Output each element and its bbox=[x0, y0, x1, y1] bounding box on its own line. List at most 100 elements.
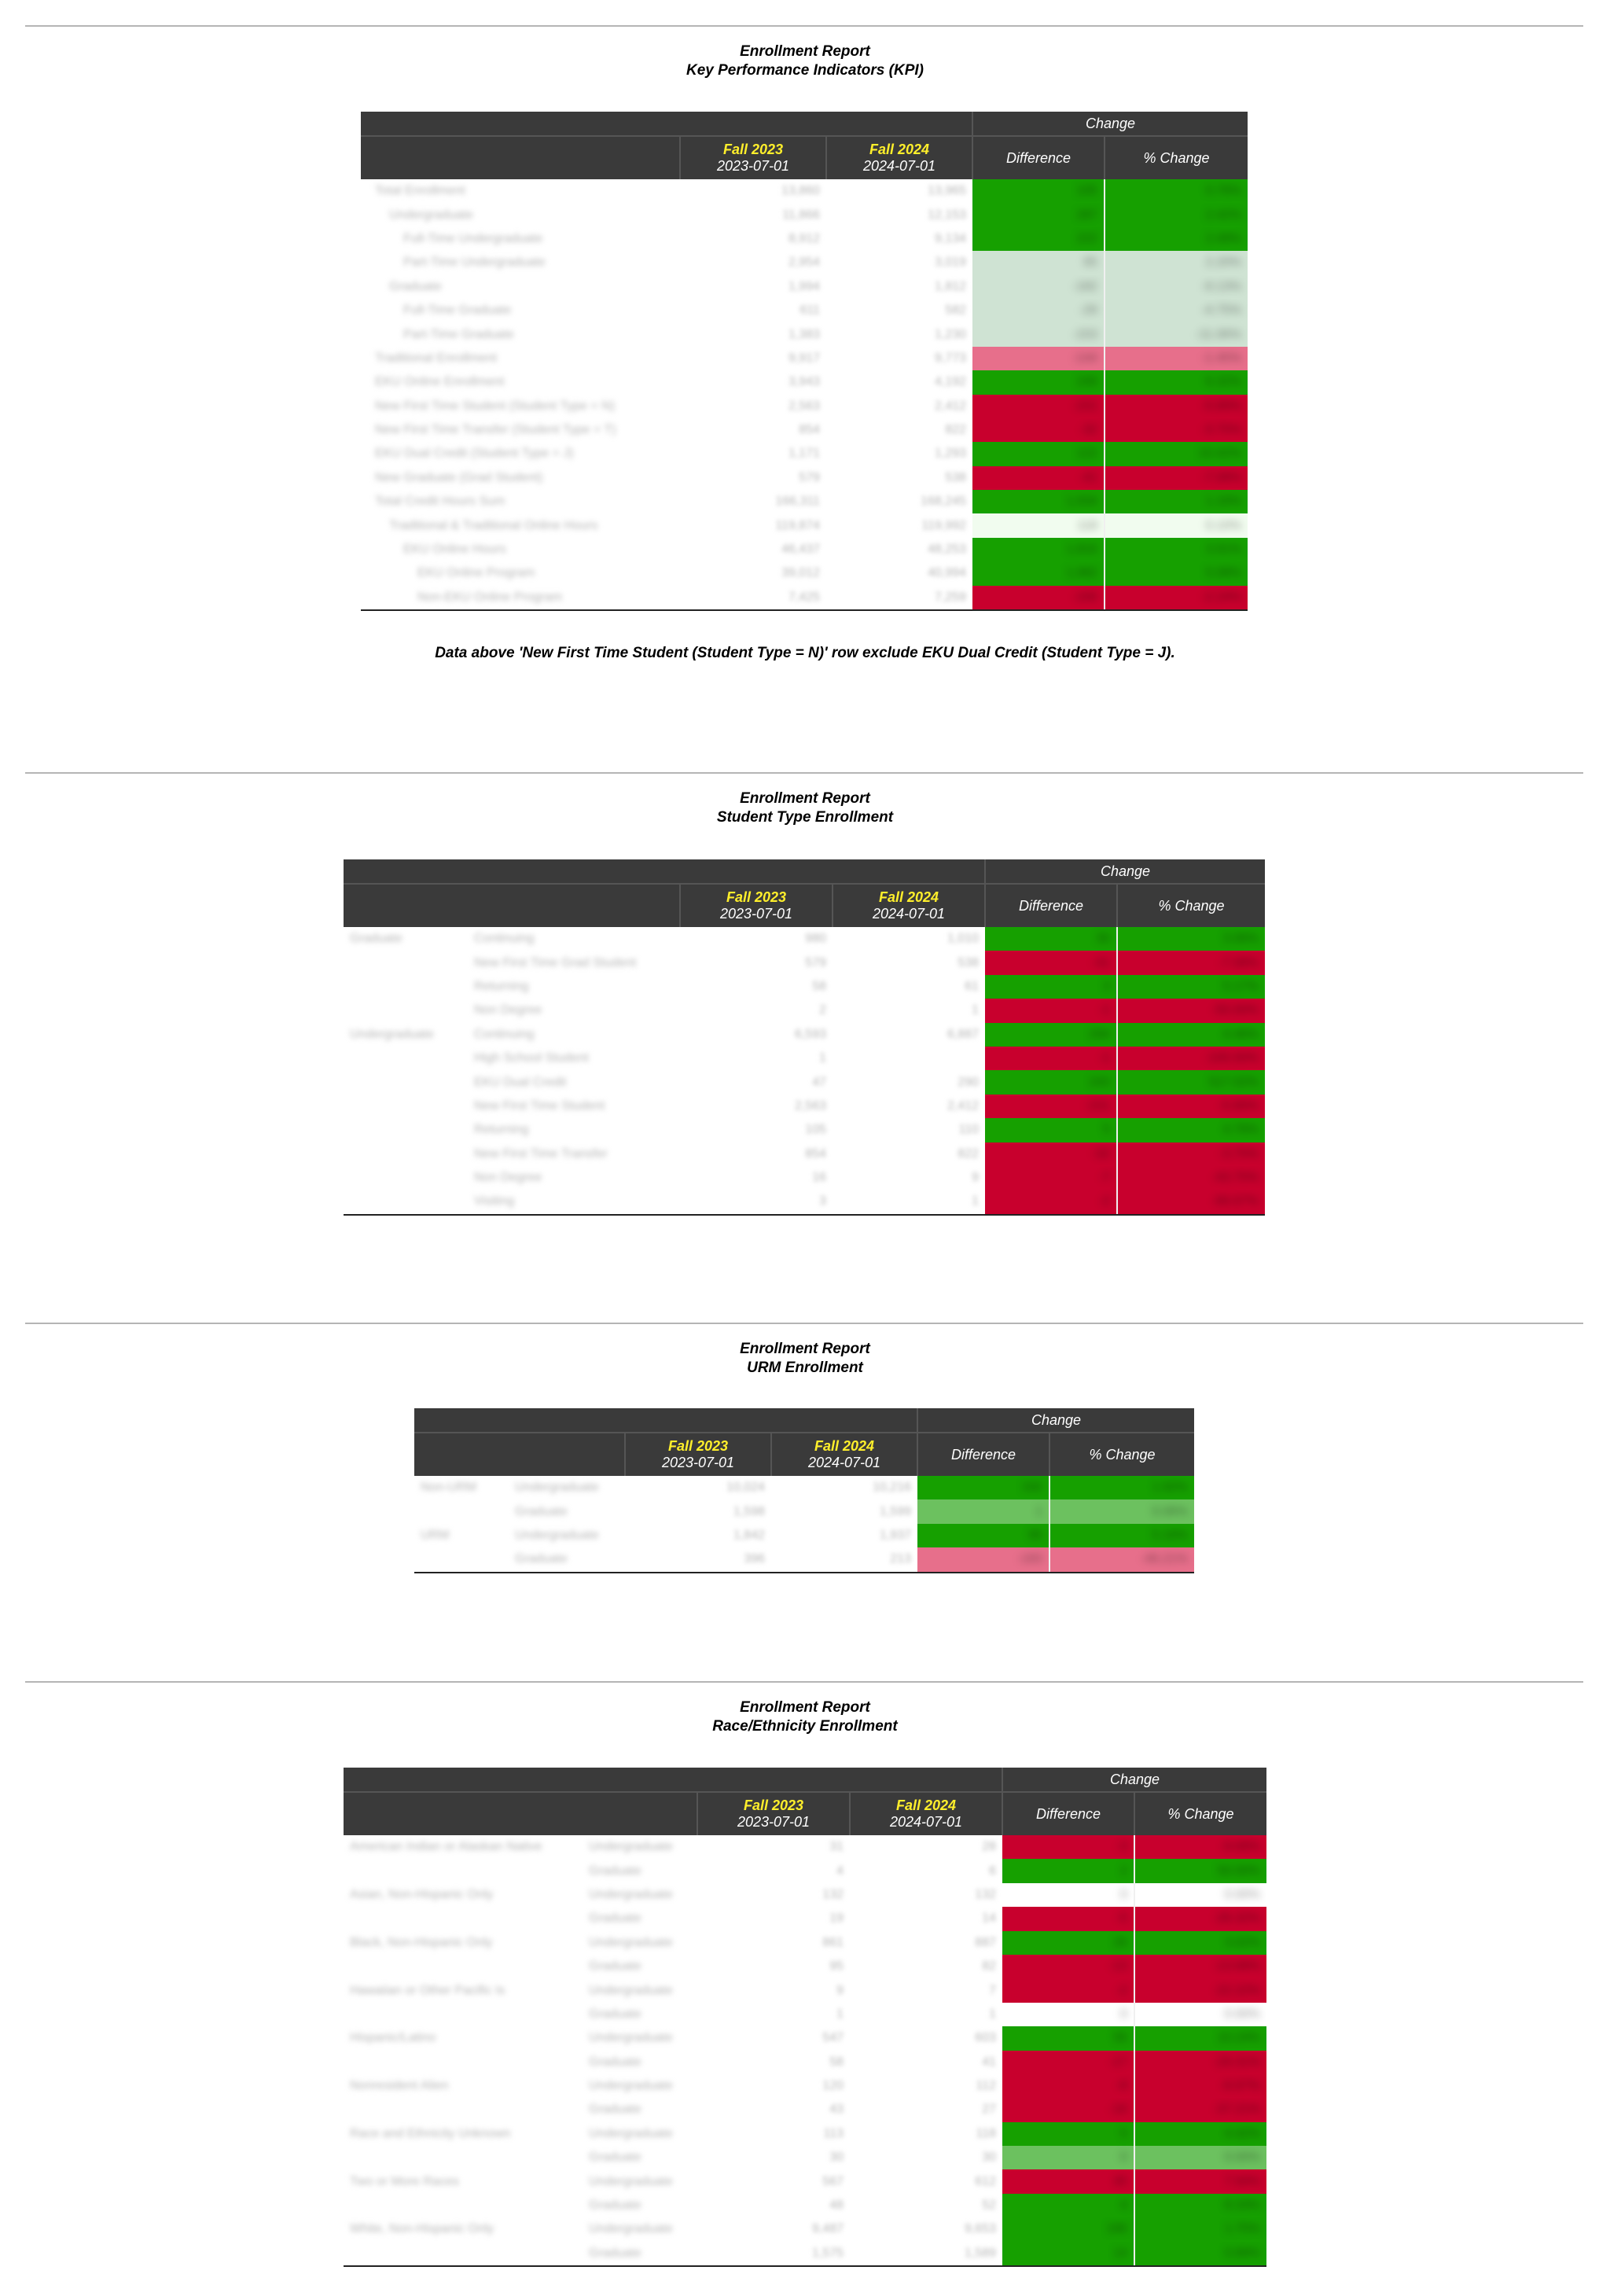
difference-value: 2 bbox=[1002, 1859, 1134, 1883]
report-title: Enrollment Report bbox=[740, 790, 870, 807]
group-label bbox=[344, 1955, 583, 1978]
kpi-footnote: Data above 'New First Time Student (Stud… bbox=[435, 645, 1175, 661]
row-label: Visiting bbox=[468, 1190, 680, 1216]
group-label: Nonresident Alien bbox=[350, 2079, 449, 2093]
difference-value: 5 bbox=[985, 1118, 1117, 1142]
term2-value: 48,253 bbox=[928, 543, 967, 557]
difference-value: 105 bbox=[972, 179, 1105, 204]
table-row: New Graduate (Grad Student) 579 538 -41 -7.0… bbox=[361, 465, 1248, 491]
term1-value: 1,575 bbox=[697, 2241, 850, 2268]
term1-value: 396 bbox=[625, 1547, 771, 1573]
table-row: Visiting 3 1 -2 -66.67% bbox=[344, 1190, 1265, 1216]
difference-value: -183 bbox=[917, 1547, 1049, 1573]
group-label bbox=[344, 1166, 468, 1190]
difference-value: -7 bbox=[985, 1165, 1117, 1190]
term1-value: 2 bbox=[819, 1003, 826, 1017]
pct-change-value: 4.42% bbox=[1134, 2121, 1266, 2147]
difference-value: -17 bbox=[1002, 2050, 1134, 2074]
table-row: Graduate 43 27 -16 -37.21% bbox=[344, 2098, 1266, 2122]
table-row: EKU Online Hours 46,437 48,253 1,816 3.91% bbox=[361, 537, 1248, 562]
table-row: Total Credit Hours Sum 166,311 168,245 1,93… bbox=[361, 490, 1248, 514]
term1-value: 13,860 bbox=[781, 184, 820, 198]
change-header: Change bbox=[972, 112, 1248, 136]
term2-value: 1,812 bbox=[934, 279, 967, 293]
difference-value: 30 bbox=[985, 927, 1117, 951]
row-label: Undergraduate bbox=[589, 1935, 673, 1949]
difference-value: -166 bbox=[972, 585, 1105, 612]
table-row: Returning 58 61 3 5.17% bbox=[344, 974, 1265, 999]
difference-header: Difference bbox=[984, 883, 1117, 927]
difference-header: Difference bbox=[972, 135, 1105, 179]
term1-value: 579 bbox=[805, 955, 826, 970]
row-label: Part-Time Graduate bbox=[403, 327, 514, 341]
row-label: Continuing bbox=[474, 932, 535, 946]
row-label: Graduate bbox=[589, 1864, 641, 1878]
row-label: EKU Dual Credit (Student Type = J) bbox=[375, 447, 574, 461]
row-label: Total Enrollment bbox=[375, 184, 465, 198]
table-row: Graduate 1 1 0 0.00% bbox=[344, 2002, 1266, 2027]
report-title: Enrollment Report bbox=[740, 1341, 870, 1357]
group-label bbox=[344, 951, 468, 974]
pct-change-value: 8.33% bbox=[1134, 2193, 1266, 2218]
pct-change-value: 517.02% bbox=[1116, 1070, 1265, 1095]
table-row: Undergraduate 11,866 12,153 287 2.42% bbox=[361, 203, 1248, 227]
table-row: New First Time Student 2,563 2,412 -151 -5.8… bbox=[344, 1094, 1265, 1119]
term2-value: 2,412 bbox=[947, 1098, 979, 1113]
difference-value: -5 bbox=[1002, 1907, 1134, 1931]
term1-value: 567 bbox=[822, 2174, 844, 2188]
row-label: Undergraduate bbox=[589, 1887, 673, 1901]
table-row: American Indian or Alaskan Native Undergr… bbox=[344, 1835, 1266, 1860]
row-label: New First Time Student (Student Type = N… bbox=[375, 399, 616, 413]
pct-change-value: -11.06% bbox=[1104, 322, 1248, 347]
row-label: Graduate bbox=[589, 2198, 641, 2213]
difference-value: 1,816 bbox=[972, 537, 1105, 562]
term2-value: 132 bbox=[975, 1887, 996, 1901]
group-label bbox=[344, 2194, 583, 2217]
term1-value: 48 bbox=[829, 2198, 844, 2213]
pct-change-value: -22.22% bbox=[1134, 1978, 1266, 2003]
group-label: White, Non-Hispanic Only bbox=[350, 2222, 494, 2236]
row-label: Graduate bbox=[389, 279, 442, 293]
term2-value: 119,992 bbox=[921, 518, 967, 532]
table-row: Non Degree 2 1 -1 -50.00% bbox=[344, 999, 1265, 1023]
group-label bbox=[344, 1118, 468, 1142]
term1-value: 1,842 bbox=[733, 1528, 765, 1542]
pct-change-value: -100.00% bbox=[1116, 1046, 1265, 1071]
term2-value: 1,589 bbox=[850, 2241, 1002, 2268]
term1-value: 611 bbox=[799, 304, 820, 318]
term2-value: 887 bbox=[975, 1935, 996, 1949]
pct-change-value: -4.75% bbox=[1104, 298, 1248, 323]
pct-change-value: 1.75% bbox=[1134, 2217, 1266, 2242]
term1-value: 854 bbox=[805, 1146, 826, 1161]
row-label: Traditional & Traditional Online Hours bbox=[389, 518, 598, 532]
group-label: American Indian or Alaskan Native bbox=[350, 1840, 542, 1854]
group-label: Race and Ethnicity Unknown bbox=[350, 2126, 511, 2140]
row-label: Non Degree bbox=[474, 1171, 542, 1185]
row-label: New Graduate (Grad Student) bbox=[375, 470, 543, 484]
pct-change-value: 1.16% bbox=[1104, 490, 1248, 514]
table-row: New First Time Grad Student 579 538 -41 -7.0… bbox=[344, 951, 1265, 975]
term1-value: 3 bbox=[680, 1190, 833, 1216]
row-label: Non Degree bbox=[474, 1003, 542, 1017]
difference-value: -29 bbox=[972, 298, 1105, 323]
term1-value: 1 bbox=[819, 1051, 826, 1065]
section-subtitle: Student Type Enrollment bbox=[716, 809, 894, 826]
row-label: EKU Online Hours bbox=[403, 543, 506, 557]
pct-change-value: -9.13% bbox=[1104, 274, 1248, 299]
term1-header: Fall 2023 2023-07-01 bbox=[679, 883, 833, 927]
term2-value: 1,230 bbox=[934, 327, 967, 341]
difference-value: 192 bbox=[917, 1476, 1049, 1500]
difference-value: 166 bbox=[1002, 2217, 1134, 2242]
table-row: Non-EKU Online Program 7,425 7,259 -166 -2.2… bbox=[361, 585, 1248, 612]
pct-change-value: 50.00% bbox=[1134, 1859, 1266, 1883]
table-row: Full-Time Graduate 611 582 -29 -4.75% bbox=[361, 298, 1248, 323]
row-label: Undergraduate bbox=[589, 2031, 673, 2045]
pct-change-value: -5.89% bbox=[1116, 1094, 1265, 1119]
term1-value: 9 bbox=[836, 1983, 844, 1997]
group-label bbox=[344, 1070, 468, 1094]
difference-value: -41 bbox=[972, 465, 1105, 491]
difference-value: 1 bbox=[917, 1499, 1049, 1524]
difference-value: -151 bbox=[972, 394, 1105, 418]
table-row: Graduate 48 52 4 8.33% bbox=[344, 2193, 1266, 2218]
term1-value: 113 bbox=[823, 2126, 844, 2140]
